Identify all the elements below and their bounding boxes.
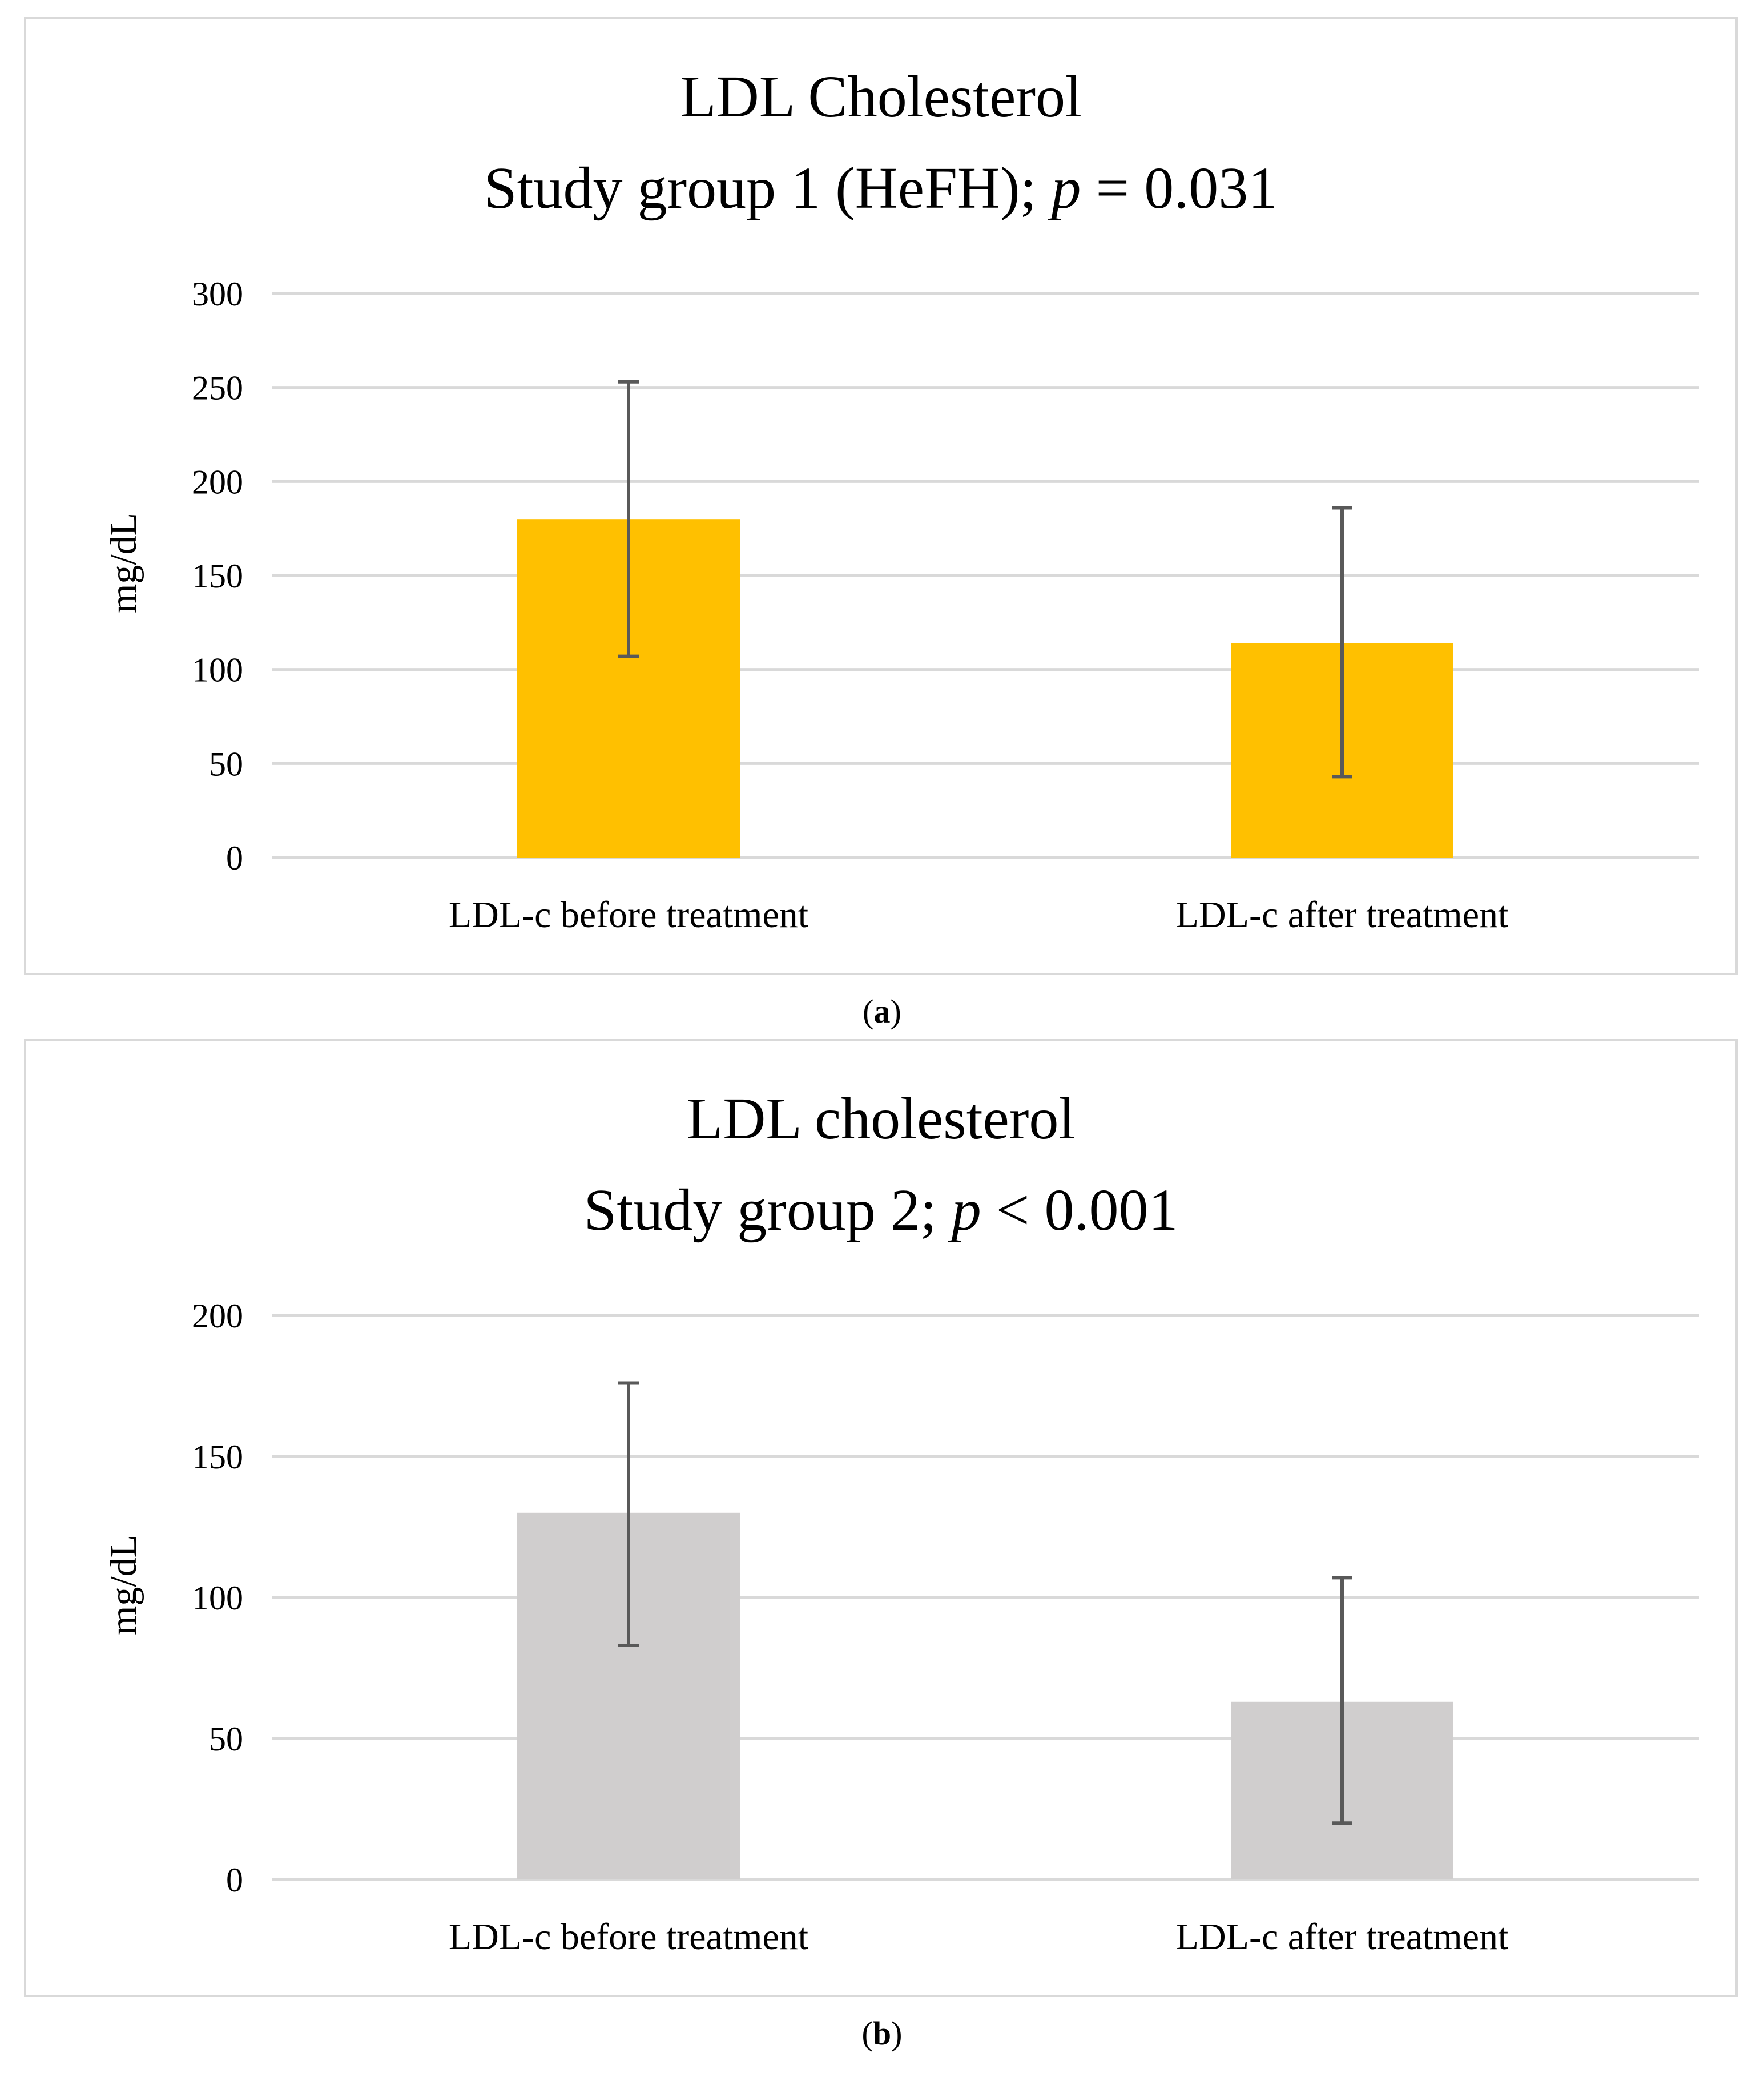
caption-letter: a: [873, 993, 891, 1030]
chart-b: LDL cholesterol Study group 2; p < 0.001…: [103, 1086, 1699, 1958]
caption-b: (b): [861, 2015, 903, 2052]
x-tick-label: LDL-c after treatment: [1176, 894, 1509, 936]
x-tick-label: LDL-c before treatment: [449, 894, 808, 936]
y-tick-label: 200: [192, 1297, 243, 1335]
chart-subtitle: Study group 2; p < 0.001: [584, 1177, 1178, 1243]
chart-panel-a: LDL Cholesterol Study group 1 (HeFH); p …: [24, 17, 1738, 975]
y-axis-label: mg/dL: [103, 513, 144, 613]
y-tick-label: 100: [192, 1579, 243, 1617]
y-tick-label: 150: [192, 1438, 243, 1476]
y-tick-label: 150: [192, 557, 243, 595]
y-tick-label: 300: [192, 275, 243, 313]
y-axis-label: mg/dL: [103, 1535, 144, 1635]
caption-letter: b: [872, 2015, 892, 2052]
y-tick-label: 50: [209, 1720, 243, 1758]
y-tick-label: 250: [192, 369, 243, 407]
chart-panel-b: LDL cholesterol Study group 2; p < 0.001…: [24, 1039, 1738, 1997]
y-tick-label: 100: [192, 651, 243, 689]
chart-title: LDL cholesterol: [687, 1086, 1076, 1152]
x-tick-label: LDL-c before treatment: [449, 1916, 808, 1958]
chart-a: LDL Cholesterol Study group 1 (HeFH); p …: [103, 64, 1699, 936]
caption-a: (a): [863, 993, 901, 1030]
chart-subtitle: Study group 1 (HeFH); p = 0.031: [484, 155, 1278, 221]
y-tick-label: 50: [209, 745, 243, 783]
chart-title: LDL Cholesterol: [680, 64, 1082, 130]
x-tick-label: LDL-c after treatment: [1176, 1916, 1509, 1958]
y-tick-label: 0: [226, 1861, 243, 1899]
y-tick-label: 0: [226, 839, 243, 877]
y-tick-label: 200: [192, 463, 243, 501]
